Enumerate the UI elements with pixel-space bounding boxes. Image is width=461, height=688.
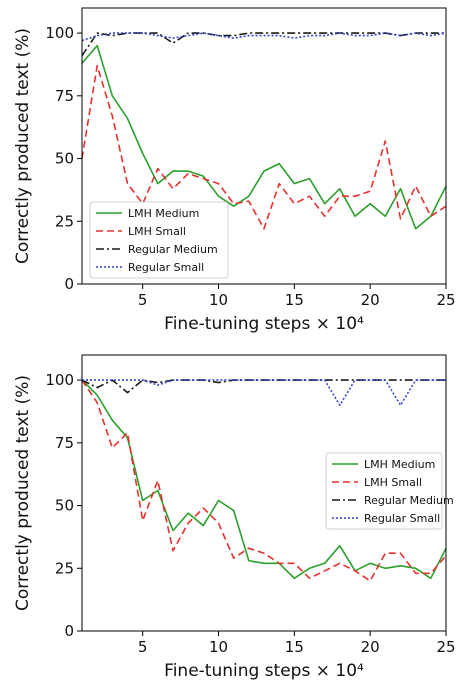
x-tick-label: 5 [138, 291, 148, 309]
series-line-regular-small [82, 379, 446, 407]
plot-area-frame [81, 354, 447, 632]
x-tick-label: 10 [209, 291, 228, 309]
x-tick-label: 20 [361, 638, 380, 656]
chart-panel-1: 5 10 15 20 25 0 25 50 75 100 Fine-tuning steps × 1… [13, 7, 456, 334]
y-tick-label: 0 [64, 275, 74, 293]
y-axis-label: Correctly produced text (%) [13, 375, 33, 611]
y-tick-label: 50 [55, 150, 74, 168]
x-axis-label: Fine-tuning steps × 10⁴ [164, 661, 364, 681]
y-tick-label: 100 [45, 371, 74, 389]
legend: LMH Medium LMH Small Regular Medium Regular… [325, 452, 454, 530]
series-line-regular-medium [81, 32, 446, 57]
legend-label: LMH Medium [364, 458, 435, 471]
legend-label: Regular Small [364, 512, 440, 525]
x-tick-label: 15 [285, 638, 304, 656]
series-line-regular-small [81, 32, 447, 42]
legend-label: LMH Small [128, 225, 186, 238]
x-tick-label: 25 [436, 291, 455, 309]
y-tick-label: 25 [55, 212, 74, 230]
x-axis-label: Fine-tuning steps × 10⁴ [164, 314, 364, 334]
legend-label: Regular Small [128, 261, 204, 274]
y-axis-label: Correctly produced text (%) [13, 28, 33, 264]
legend: LMH Medium LMH Small Regular Medium Regular… [89, 201, 229, 279]
series-line-lmh-medium [81, 44, 447, 230]
y-tick-label: 50 [55, 497, 74, 515]
x-tick-label: 10 [209, 638, 228, 656]
y-tick-label: 0 [64, 622, 74, 640]
y-tick-label: 75 [55, 434, 74, 452]
x-tick-label: 5 [138, 638, 148, 656]
legend-box [89, 201, 229, 279]
chart-panel-2: 5 10 15 20 25 0 25 50 75 100 Fine-tuning steps × 1… [13, 354, 456, 681]
x-tick-label: 20 [361, 291, 380, 309]
legend-box [325, 452, 443, 530]
plot-area-frame [81, 7, 447, 285]
x-tick-label: 15 [285, 291, 304, 309]
x-tick-label: 25 [436, 638, 455, 656]
y-tick-label: 75 [55, 87, 74, 105]
legend-label: LMH Small [364, 476, 422, 489]
legend-label: LMH Medium [128, 207, 199, 220]
legend-label: Regular Medium [364, 494, 454, 507]
y-tick-label: 25 [55, 559, 74, 577]
legend-label: Regular Medium [128, 243, 218, 256]
y-tick-label: 100 [45, 24, 74, 42]
